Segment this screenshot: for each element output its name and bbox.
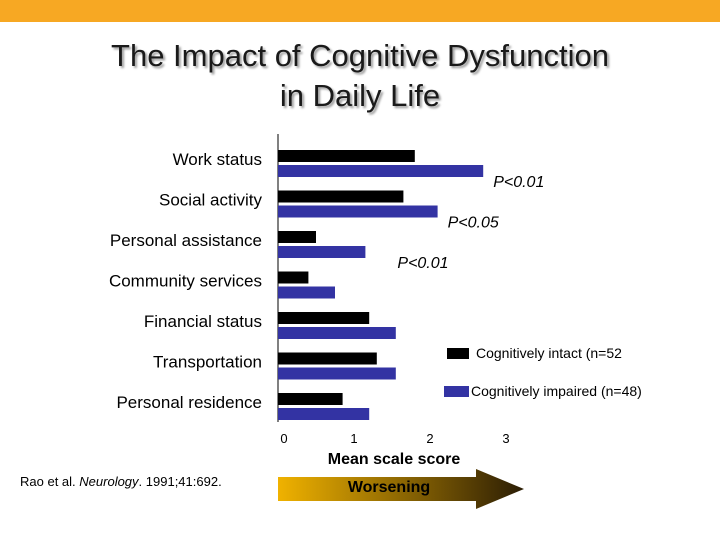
bar-intact: [278, 190, 404, 203]
citation-details: . 1991;41:692.: [138, 474, 222, 489]
x-tick-label: 0: [280, 431, 287, 446]
p-value-annotation: P<0.01: [397, 255, 448, 272]
title-line-2: in Daily Life: [279, 78, 441, 113]
category-label: Community services: [109, 272, 262, 291]
bar-impaired: [278, 286, 335, 299]
category-label: Personal assistance: [110, 231, 262, 250]
bar-intact: [278, 150, 415, 162]
p-value-annotation: P<0.01: [493, 174, 544, 191]
bar-impaired: [278, 205, 438, 218]
x-tick-label: 3: [502, 431, 509, 446]
bar-impaired: [278, 408, 370, 420]
bar-impaired: [278, 327, 396, 339]
bar-intact: [278, 312, 370, 324]
legend-label: Cognitively intact (n=52: [476, 345, 622, 361]
citation-journal: Neurology: [79, 474, 139, 489]
legend-swatch-impaired: [444, 386, 469, 397]
category-label: Social activity: [159, 191, 262, 210]
bar-impaired: [278, 165, 484, 177]
category-label: Transportation: [153, 353, 262, 372]
category-label: Personal residence: [116, 393, 262, 412]
bar-impaired: [278, 367, 396, 380]
bar-chart: Work status Social activity Personal assis…: [109, 134, 642, 468]
bar-intact: [278, 271, 309, 284]
top-accent-bar: [0, 0, 720, 22]
x-tick-label: 2: [426, 431, 433, 446]
title-line-1: The Impact of Cognitive Dysfunction: [111, 38, 609, 73]
worsening-arrow-icon: [278, 469, 524, 509]
citation-authors: Rao et al.: [20, 474, 76, 489]
x-tick-label: 1: [350, 431, 357, 446]
legend-label: Cognitively impaired (n=48): [471, 383, 642, 399]
bar-impaired: [278, 246, 366, 258]
bar-intact: [278, 231, 316, 243]
p-value-annotation: P<0.05: [448, 215, 499, 232]
legend-swatch-intact: [447, 348, 469, 359]
category-label: Work status: [173, 150, 262, 169]
x-axis-label: Mean scale score: [328, 451, 461, 468]
citation: Rao et al. Neurology. 1991;41:692.: [20, 474, 222, 489]
worsening-label: Worsening: [347, 479, 431, 496]
category-label: Financial status: [144, 312, 262, 331]
bar-intact: [278, 393, 343, 405]
slide-title: The Impact of Cognitive Dysfunction in D…: [0, 36, 720, 116]
bar-intact: [278, 352, 377, 365]
